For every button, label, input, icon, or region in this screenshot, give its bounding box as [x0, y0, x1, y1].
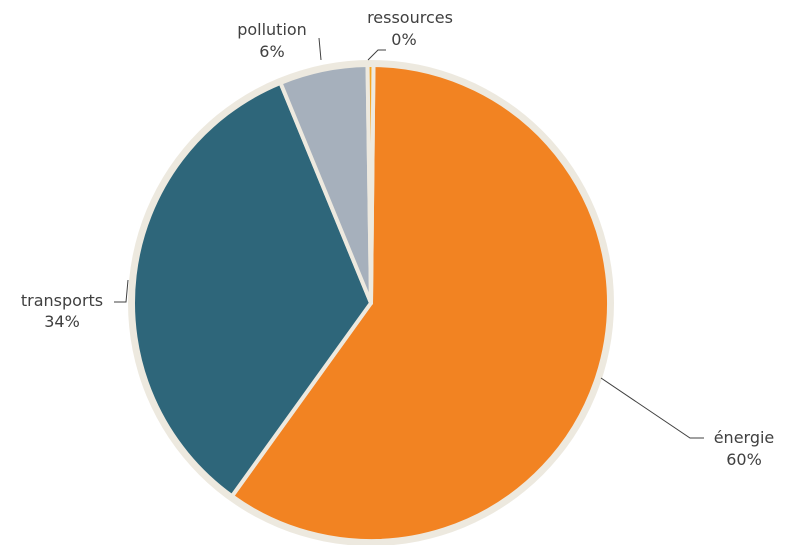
leader-lines: [114, 37, 704, 439]
pie-slice-ressources: [365, 63, 376, 305]
label-energie-percent: 60%: [726, 450, 762, 469]
label-energie-name: énergie: [714, 428, 775, 447]
leader-line-pollution: [318, 37, 322, 61]
label-ressources-percent: 0%: [391, 30, 416, 49]
label-pollution-name: pollution: [237, 20, 307, 39]
leader-line-transports: [114, 279, 129, 303]
leader-line-ressources: [367, 49, 386, 61]
pie-slice-energie: [229, 63, 611, 543]
label-transports-name: transports: [21, 291, 103, 310]
pie-slice-transports: [131, 80, 373, 499]
leader-line-energie: [600, 377, 704, 439]
pie-slices: [131, 63, 611, 543]
label-ressources-name: ressources: [367, 8, 453, 27]
data-labels: énergie 60% transports 34% pollution 6% …: [21, 8, 774, 469]
label-transports-percent: 34%: [44, 312, 80, 331]
label-pollution-percent: 6%: [259, 42, 284, 61]
